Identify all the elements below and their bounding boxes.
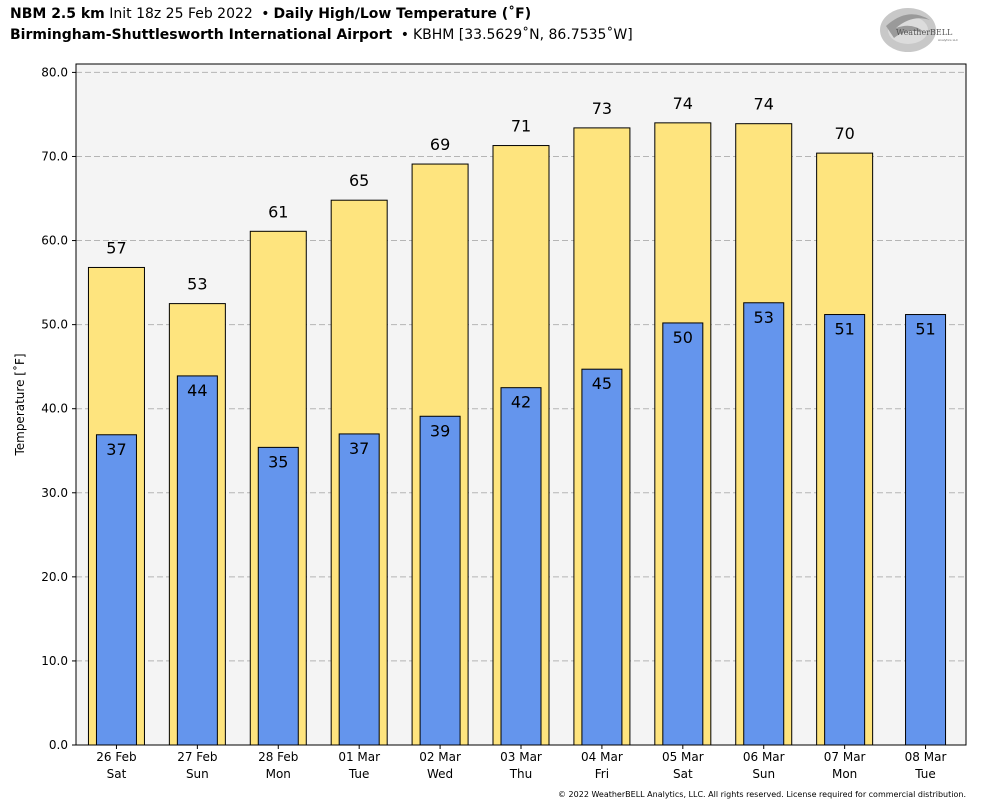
chart-title: Daily High/Low Temperature (˚F) <box>273 6 532 22</box>
low-temp-label: 53 <box>754 308 774 327</box>
copyright-notice: © 2022 WeatherBELL Analytics, LLC. All r… <box>558 790 966 799</box>
low-temp-label: 35 <box>268 452 288 471</box>
bullet-separator: • <box>261 6 270 22</box>
y-axis-label: Temperature [˚F] <box>12 353 27 456</box>
low-temperature-bars <box>95 302 947 746</box>
x-tick-day: Sat <box>673 767 693 781</box>
low-temp-bar <box>905 314 947 746</box>
low-temp-label: 39 <box>430 421 450 440</box>
low-temp-bar <box>662 322 704 746</box>
x-tick-day: Thu <box>509 767 533 781</box>
y-tick-label: 80.0 <box>41 65 68 79</box>
high-temp-label: 71 <box>511 117 531 136</box>
low-temp-bar <box>824 314 866 746</box>
x-tick-date: 02 Mar <box>419 750 461 764</box>
x-axis: 26 Feb Sat 27 Feb Sun 28 Feb Mon 01 Mar Tue 02 M… <box>96 745 946 781</box>
y-tick-label: 30.0 <box>41 486 68 500</box>
x-tick-date: 01 Mar <box>338 750 380 764</box>
y-tick-label: 50.0 <box>41 318 68 332</box>
low-temp-bar <box>257 446 299 746</box>
high-temp-label: 65 <box>349 171 369 190</box>
x-tick-day: Sun <box>186 767 209 781</box>
low-temp-label: 42 <box>511 393 531 412</box>
low-temp-label: 37 <box>349 439 369 458</box>
x-tick-day: Tue <box>914 767 936 781</box>
low-temp-bar <box>581 368 623 746</box>
model-name: NBM 2.5 km <box>10 6 105 22</box>
high-temp-label: 70 <box>834 124 854 143</box>
x-tick-day: Mon <box>832 767 857 781</box>
x-tick-date: 03 Mar <box>500 750 542 764</box>
low-temp-label: 51 <box>915 320 935 339</box>
y-tick-label: 20.0 <box>41 570 68 584</box>
low-temp-bar <box>419 415 461 746</box>
low-temp-bar <box>743 302 785 746</box>
x-tick-day: Fri <box>595 767 609 781</box>
bullet-separator: • <box>400 27 409 43</box>
high-temp-label: 61 <box>268 202 288 221</box>
low-temp-bar <box>500 387 542 746</box>
high-temp-label: 74 <box>754 95 774 114</box>
x-tick-date: 08 Mar <box>905 750 947 764</box>
x-tick-date: 04 Mar <box>581 750 623 764</box>
y-tick-label: 60.0 <box>41 234 68 248</box>
low-temp-label: 51 <box>834 320 854 339</box>
x-tick-date: 05 Mar <box>662 750 704 764</box>
x-tick-date: 06 Mar <box>743 750 785 764</box>
chart-header-line1: NBM 2.5 km Init 18z 25 Feb 2022 • Daily H… <box>10 6 531 22</box>
station-name: Birmingham-Shuttlesworth International A… <box>10 27 393 43</box>
y-tick-label: 40.0 <box>41 402 68 416</box>
low-temp-bar <box>338 433 380 746</box>
x-tick-day: Wed <box>427 767 453 781</box>
x-tick-date: 07 Mar <box>824 750 866 764</box>
weatherbell-logo-icon: WeatherBELL Analytics LLC <box>878 6 968 54</box>
high-temp-label: 69 <box>430 135 450 154</box>
chart-header-line2: Birmingham-Shuttlesworth International A… <box>10 27 633 43</box>
logo-text: WeatherBELL <box>896 28 953 37</box>
x-tick-date: 27 Feb <box>177 750 217 764</box>
station-info: KBHM [33.5629˚N, 86.7535˚W] <box>412 27 633 43</box>
logo-subtext: Analytics LLC <box>938 38 958 42</box>
high-temp-label: 73 <box>592 99 612 118</box>
low-temp-label: 44 <box>187 381 207 400</box>
x-tick-day: Tue <box>348 767 370 781</box>
x-tick-date: 26 Feb <box>96 750 136 764</box>
low-temp-label: 50 <box>673 328 693 347</box>
x-tick-day: Mon <box>266 767 291 781</box>
high-temp-label: 53 <box>187 275 207 294</box>
high-temp-label: 57 <box>106 238 126 257</box>
x-tick-day: Sun <box>752 767 775 781</box>
y-tick-label: 0.0 <box>49 738 68 752</box>
y-tick-label: 10.0 <box>41 654 68 668</box>
high-value-labels: 57 53 61 65 69 71 73 74 74 70 <box>106 94 855 294</box>
high-temp-label: 74 <box>673 94 693 113</box>
low-temp-label: 45 <box>592 374 612 393</box>
x-tick-day: Sat <box>107 767 127 781</box>
x-tick-date: 28 Feb <box>258 750 298 764</box>
low-temp-bar <box>95 434 137 746</box>
low-value-labels: 37 44 35 37 39 42 45 50 53 51 51 <box>106 308 935 472</box>
y-tick-label: 70.0 <box>41 149 68 163</box>
low-temp-label: 37 <box>106 440 126 459</box>
init-time: Init 18z 25 Feb 2022 <box>109 6 253 22</box>
low-temp-bar <box>176 375 218 746</box>
y-axis: 0.0 10.0 20.0 30.0 40.0 50.0 60.0 70.0 80.0 <box>41 65 76 752</box>
